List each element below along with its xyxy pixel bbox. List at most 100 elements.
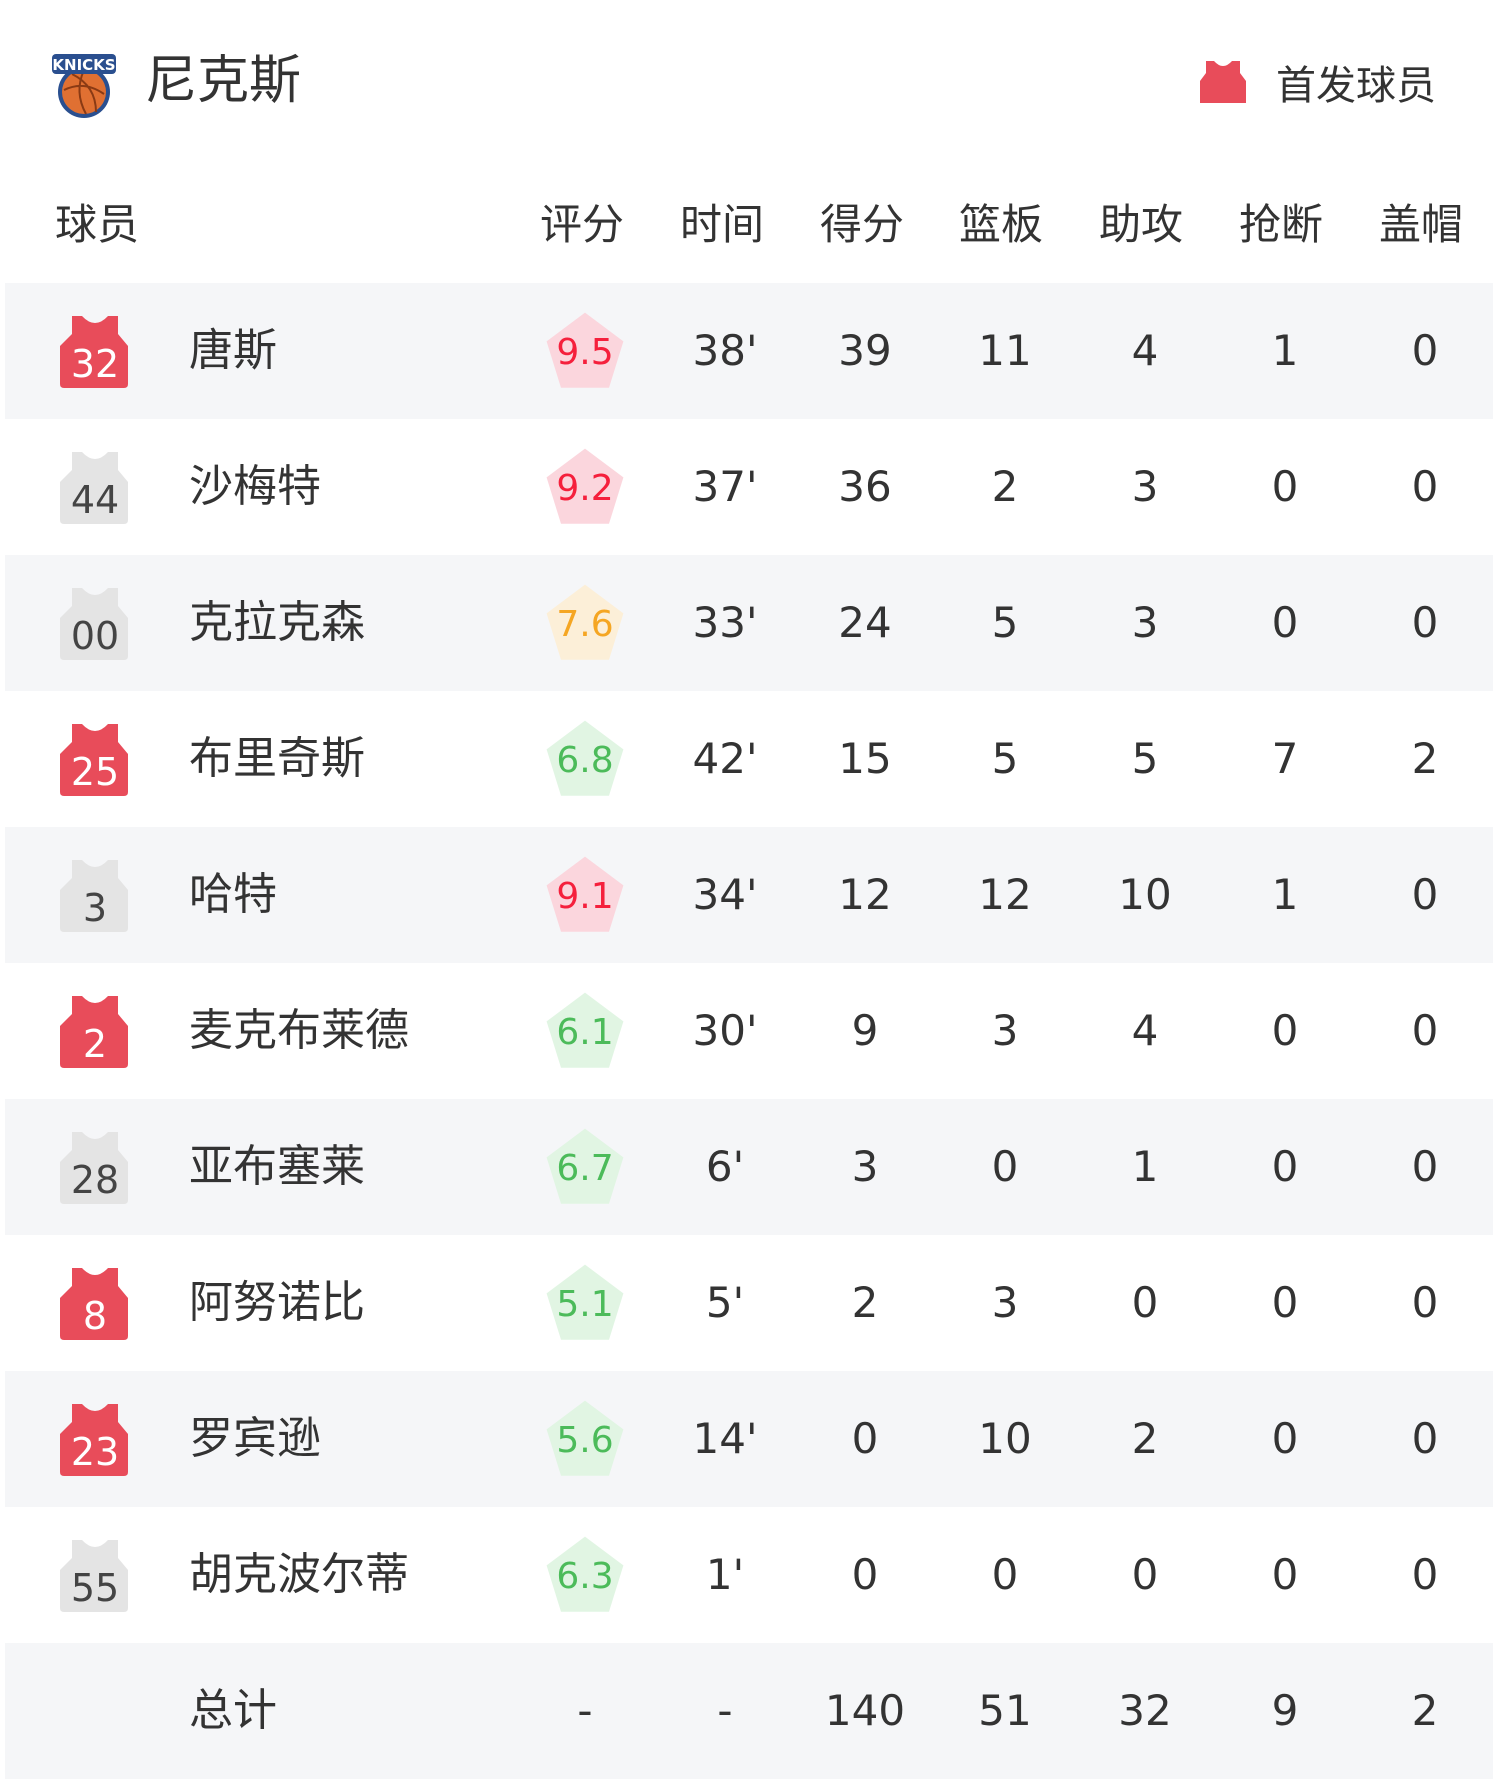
player-name[interactable]: 沙梅特 bbox=[189, 461, 321, 512]
stat-steals: 0 bbox=[1271, 1414, 1299, 1463]
stat-points: 3 bbox=[851, 1142, 879, 1191]
rating-value: 9.1 bbox=[556, 876, 614, 917]
stat-points: 0 bbox=[851, 1550, 879, 1599]
player-name[interactable]: 罗宾逊 bbox=[189, 1413, 321, 1464]
player-row[interactable]: 55 胡克波尔蒂 6.3 1' 0 0 0 0 0 bbox=[5, 1507, 1493, 1643]
stat-rebounds: 2 bbox=[991, 462, 1019, 511]
rating-value: 6.8 bbox=[556, 740, 614, 781]
col-player: 球员 bbox=[55, 200, 140, 249]
player-name[interactable]: 克拉克森 bbox=[189, 597, 365, 648]
stat-points: 24 bbox=[838, 598, 892, 647]
player-row[interactable]: 00 克拉克森 7.6 33' 24 5 3 0 0 bbox=[5, 555, 1493, 691]
stat-steals: 0 bbox=[1271, 1142, 1299, 1191]
stat-steals: 1 bbox=[1271, 326, 1299, 375]
player-row[interactable]: 23 罗宾逊 5.6 14' 0 10 2 0 0 bbox=[5, 1371, 1493, 1507]
player-name[interactable]: 布里奇斯 bbox=[189, 733, 365, 784]
rating-value: 6.3 bbox=[556, 1556, 614, 1597]
player-row[interactable]: 3 哈特 9.1 34' 12 12 10 1 0 bbox=[5, 827, 1493, 963]
stat-assists: 3 bbox=[1131, 462, 1159, 511]
stat-points: 39 bbox=[838, 326, 892, 375]
player-row[interactable]: 2 麦克布莱德 6.1 30' 9 3 4 0 0 bbox=[5, 963, 1493, 1099]
stat-assists: 10 bbox=[1118, 870, 1172, 919]
stat-minutes: 33' bbox=[692, 598, 758, 647]
jersey-icon: 2 bbox=[60, 994, 130, 1068]
jersey-number: 2 bbox=[82, 1022, 108, 1066]
jersey-icon: 3 bbox=[60, 858, 130, 932]
totals-points: 140 bbox=[824, 1686, 906, 1735]
stat-steals: 0 bbox=[1271, 598, 1299, 647]
stat-steals: 1 bbox=[1271, 870, 1299, 919]
rating-badge: 6.8 bbox=[545, 719, 625, 799]
player-row[interactable]: 28 亚布塞莱 6.7 6' 3 0 1 0 0 bbox=[5, 1099, 1493, 1235]
jersey-number: 25 bbox=[70, 750, 120, 794]
rating-badge: 9.1 bbox=[545, 855, 625, 935]
stat-assists: 0 bbox=[1131, 1278, 1159, 1327]
totals-blocks: 2 bbox=[1411, 1686, 1439, 1735]
stat-points: 15 bbox=[838, 734, 892, 783]
stat-minutes: 34' bbox=[692, 870, 758, 919]
jersey-icon: 32 bbox=[60, 314, 130, 388]
stat-rebounds: 12 bbox=[978, 870, 1032, 919]
player-name[interactable]: 胡克波尔蒂 bbox=[189, 1549, 409, 1600]
jersey-icon: 28 bbox=[60, 1130, 130, 1204]
jersey-icon bbox=[1200, 61, 1246, 103]
stat-minutes: 6' bbox=[705, 1142, 745, 1191]
team-name: 尼克斯 bbox=[145, 51, 302, 111]
totals-steals: 9 bbox=[1271, 1686, 1299, 1735]
stat-rebounds: 0 bbox=[991, 1142, 1019, 1191]
jersey-number: 23 bbox=[70, 1430, 120, 1474]
jersey-icon: 25 bbox=[60, 722, 130, 796]
rating-value: 9.5 bbox=[556, 332, 614, 373]
column-headers: 球员 评分 时间 得分 篮板 助攻 抢断 盖帽 bbox=[0, 190, 1500, 260]
stat-points: 36 bbox=[838, 462, 892, 511]
rating-badge: 6.3 bbox=[545, 1535, 625, 1615]
stat-rebounds: 5 bbox=[991, 734, 1019, 783]
rating-value: 5.1 bbox=[556, 1284, 614, 1325]
col-minutes: 时间 bbox=[680, 200, 765, 249]
jersey-number: 28 bbox=[70, 1158, 120, 1202]
jersey-icon: 55 bbox=[60, 1538, 130, 1612]
totals-assists: 32 bbox=[1118, 1686, 1172, 1735]
col-points: 得分 bbox=[820, 200, 905, 249]
rating-value: 5.6 bbox=[556, 1420, 614, 1461]
jersey-number: 55 bbox=[70, 1566, 120, 1610]
player-name[interactable]: 唐斯 bbox=[189, 325, 277, 376]
logo-text: KNICKS bbox=[52, 56, 115, 74]
legend-label: 首发球员 bbox=[1276, 63, 1436, 109]
stat-blocks: 2 bbox=[1411, 734, 1439, 783]
jersey-number: 44 bbox=[70, 478, 120, 522]
stat-assists: 4 bbox=[1131, 326, 1159, 375]
player-row[interactable]: 8 阿努诺比 5.1 5' 2 3 0 0 0 bbox=[5, 1235, 1493, 1371]
stat-blocks: 0 bbox=[1411, 462, 1439, 511]
jersey-number: 3 bbox=[82, 886, 108, 930]
stat-minutes: 14' bbox=[692, 1414, 758, 1463]
stat-blocks: 0 bbox=[1411, 598, 1439, 647]
stat-assists: 1 bbox=[1131, 1142, 1159, 1191]
stat-points: 2 bbox=[851, 1278, 879, 1327]
jersey-icon: 00 bbox=[60, 586, 130, 660]
player-name[interactable]: 阿努诺比 bbox=[189, 1277, 365, 1328]
stat-steals: 0 bbox=[1271, 1550, 1299, 1599]
totals-minutes: - bbox=[717, 1686, 733, 1735]
player-row[interactable]: 44 沙梅特 9.2 37' 36 2 3 0 0 bbox=[5, 419, 1493, 555]
rating-value: 6.7 bbox=[556, 1148, 614, 1189]
rating-value: 6.1 bbox=[556, 1012, 614, 1053]
player-name[interactable]: 麦克布莱德 bbox=[189, 1005, 409, 1056]
player-row[interactable]: 32 唐斯 9.5 38' 39 11 4 1 0 bbox=[5, 283, 1493, 419]
stat-assists: 0 bbox=[1131, 1550, 1159, 1599]
totals-rebounds: 51 bbox=[978, 1686, 1032, 1735]
stat-rebounds: 3 bbox=[991, 1278, 1019, 1327]
totals-row: 总计 - - 140 51 32 9 2 bbox=[5, 1643, 1493, 1779]
stat-rebounds: 10 bbox=[978, 1414, 1032, 1463]
player-name[interactable]: 亚布塞莱 bbox=[189, 1141, 365, 1192]
stat-rebounds: 0 bbox=[991, 1550, 1019, 1599]
team-logo: KNICKS bbox=[50, 50, 118, 120]
stat-steals: 0 bbox=[1271, 1006, 1299, 1055]
player-name[interactable]: 哈特 bbox=[189, 869, 277, 920]
player-row[interactable]: 25 布里奇斯 6.8 42' 15 5 5 7 2 bbox=[5, 691, 1493, 827]
stat-blocks: 0 bbox=[1411, 326, 1439, 375]
jersey-icon: 44 bbox=[60, 450, 130, 524]
col-blocks: 盖帽 bbox=[1379, 200, 1464, 249]
rating-badge: 5.1 bbox=[545, 1263, 625, 1343]
col-rebounds: 篮板 bbox=[959, 200, 1044, 249]
